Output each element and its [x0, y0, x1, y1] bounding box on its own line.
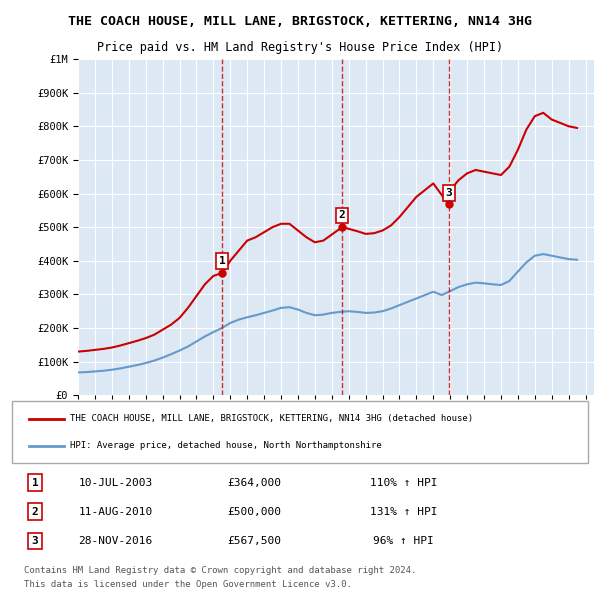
Text: 96% ↑ HPI: 96% ↑ HPI: [373, 536, 434, 546]
Text: £364,000: £364,000: [227, 477, 281, 487]
Text: THE COACH HOUSE, MILL LANE, BRIGSTOCK, KETTERING, NN14 3HG (detached house): THE COACH HOUSE, MILL LANE, BRIGSTOCK, K…: [70, 414, 473, 423]
Text: THE COACH HOUSE, MILL LANE, BRIGSTOCK, KETTERING, NN14 3HG: THE COACH HOUSE, MILL LANE, BRIGSTOCK, K…: [68, 15, 532, 28]
Text: 1: 1: [219, 256, 226, 266]
Text: Price paid vs. HM Land Registry's House Price Index (HPI): Price paid vs. HM Land Registry's House …: [97, 41, 503, 54]
Text: 10-JUL-2003: 10-JUL-2003: [79, 477, 153, 487]
Text: 110% ↑ HPI: 110% ↑ HPI: [370, 477, 437, 487]
Text: 2: 2: [339, 211, 346, 221]
Text: 3: 3: [32, 536, 38, 546]
Text: 1: 1: [32, 477, 38, 487]
Text: 2: 2: [32, 507, 38, 517]
Text: £500,000: £500,000: [227, 507, 281, 517]
Text: This data is licensed under the Open Government Licence v3.0.: This data is licensed under the Open Gov…: [23, 581, 352, 589]
Text: 131% ↑ HPI: 131% ↑ HPI: [370, 507, 437, 517]
Text: Contains HM Land Registry data © Crown copyright and database right 2024.: Contains HM Land Registry data © Crown c…: [23, 566, 416, 575]
Text: £567,500: £567,500: [227, 536, 281, 546]
FancyBboxPatch shape: [12, 401, 588, 463]
Text: 28-NOV-2016: 28-NOV-2016: [79, 536, 153, 546]
Text: 11-AUG-2010: 11-AUG-2010: [79, 507, 153, 517]
Text: HPI: Average price, detached house, North Northamptonshire: HPI: Average price, detached house, Nort…: [70, 441, 382, 450]
Text: 3: 3: [445, 188, 452, 198]
